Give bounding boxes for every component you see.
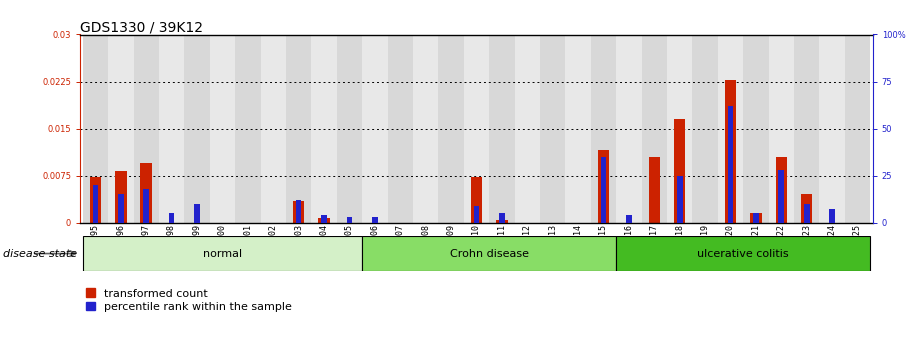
Bar	[318, 218, 330, 223]
Bar	[210, 34, 235, 223]
Bar	[387, 34, 413, 223]
Bar	[753, 213, 759, 223]
Bar	[184, 34, 210, 223]
Bar	[169, 213, 175, 223]
Bar	[626, 215, 631, 223]
Bar	[496, 220, 507, 223]
Bar	[743, 34, 769, 223]
Bar	[118, 194, 124, 223]
Bar	[819, 34, 844, 223]
Bar	[677, 176, 682, 223]
Bar	[829, 209, 835, 223]
Bar	[363, 34, 387, 223]
Bar	[499, 213, 505, 223]
Text: GDS1330 / 39K12: GDS1330 / 39K12	[80, 21, 203, 35]
Bar	[159, 34, 184, 223]
Bar	[363, 236, 616, 271]
Bar	[804, 204, 810, 223]
Bar	[769, 34, 794, 223]
Bar	[718, 34, 743, 223]
Bar	[143, 189, 149, 223]
Bar	[413, 34, 438, 223]
Bar	[438, 34, 464, 223]
Legend: transformed count, percentile rank within the sample: transformed count, percentile rank withi…	[86, 288, 292, 312]
Bar	[286, 34, 312, 223]
Bar	[346, 217, 353, 223]
Bar	[235, 34, 261, 223]
Bar	[674, 119, 685, 223]
Bar	[600, 157, 607, 223]
Bar	[322, 215, 327, 223]
Bar	[794, 34, 819, 223]
Bar	[89, 177, 101, 223]
Bar	[728, 106, 733, 223]
Bar	[337, 34, 363, 223]
Bar	[464, 34, 489, 223]
Text: Crohn disease: Crohn disease	[450, 249, 528, 258]
Bar	[778, 170, 784, 223]
Text: normal: normal	[203, 249, 242, 258]
Bar	[641, 34, 667, 223]
Bar	[540, 34, 566, 223]
Bar	[312, 34, 337, 223]
Bar	[83, 34, 108, 223]
Text: ulcerative colitis: ulcerative colitis	[698, 249, 789, 258]
Bar	[616, 34, 641, 223]
Bar	[649, 157, 660, 223]
Bar	[83, 236, 363, 271]
Bar	[140, 163, 152, 223]
Bar	[616, 236, 870, 271]
Bar	[489, 34, 515, 223]
Bar	[667, 34, 692, 223]
Bar	[134, 34, 159, 223]
Bar	[515, 34, 540, 223]
Bar	[293, 200, 304, 223]
Bar	[296, 200, 302, 223]
Bar	[750, 213, 762, 223]
Bar	[474, 206, 479, 223]
Bar	[598, 150, 609, 223]
Bar	[844, 34, 870, 223]
Bar	[108, 34, 134, 223]
Bar	[775, 157, 787, 223]
Bar	[372, 217, 378, 223]
Bar	[115, 171, 127, 223]
Bar	[194, 204, 200, 223]
Bar	[93, 185, 98, 223]
Bar	[725, 80, 736, 223]
Bar	[261, 34, 286, 223]
Text: disease state: disease state	[3, 249, 77, 258]
Bar	[801, 194, 813, 223]
Bar	[566, 34, 590, 223]
Bar	[590, 34, 616, 223]
Bar	[692, 34, 718, 223]
Bar	[471, 177, 482, 223]
